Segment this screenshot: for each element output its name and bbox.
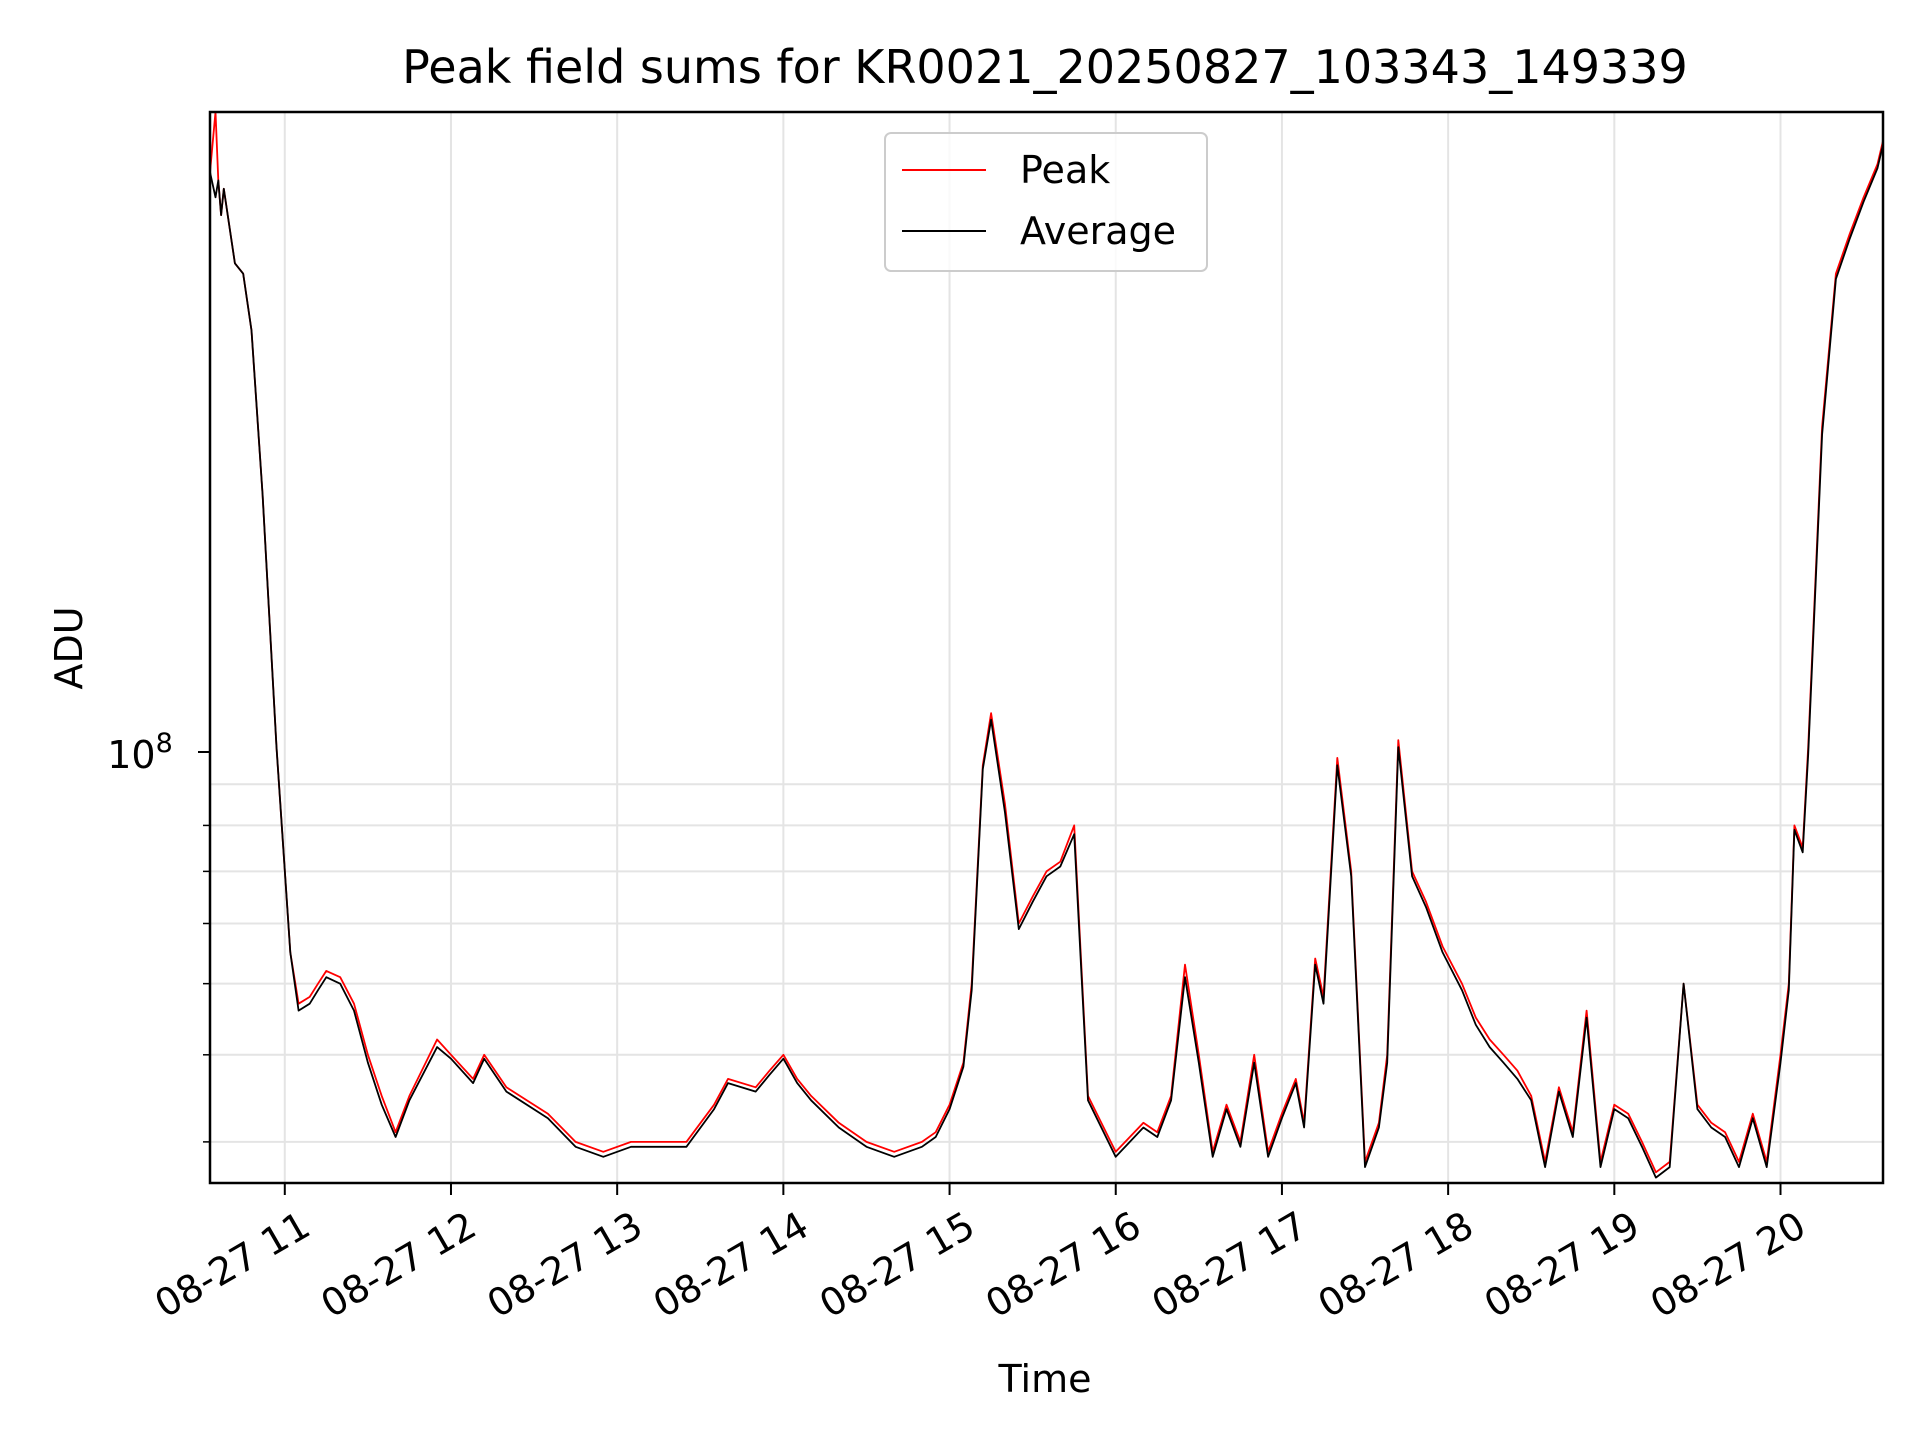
legend-average-label: Average	[1020, 209, 1176, 253]
y-axis-label: ADU	[47, 606, 91, 689]
series-line-average	[209, 144, 1884, 1179]
x-axis-label: Time	[998, 1357, 1092, 1401]
legend: Peak Average	[884, 132, 1208, 272]
plot-background	[210, 112, 1883, 1183]
chart-title: Peak field sums for KR0021_20250827_1033…	[402, 40, 1688, 94]
legend-box	[884, 132, 1208, 272]
grid-lines	[210, 112, 1883, 1183]
plot-frame	[208, 110, 1885, 1185]
series-lines	[209, 111, 1884, 1179]
y-axis: 108	[107, 728, 210, 1143]
y-major-tick-label: 108	[107, 728, 173, 777]
plot-area	[208, 110, 1885, 1185]
legend-peak-label: Peak	[1020, 148, 1110, 192]
series-line-peak	[209, 111, 1884, 1174]
